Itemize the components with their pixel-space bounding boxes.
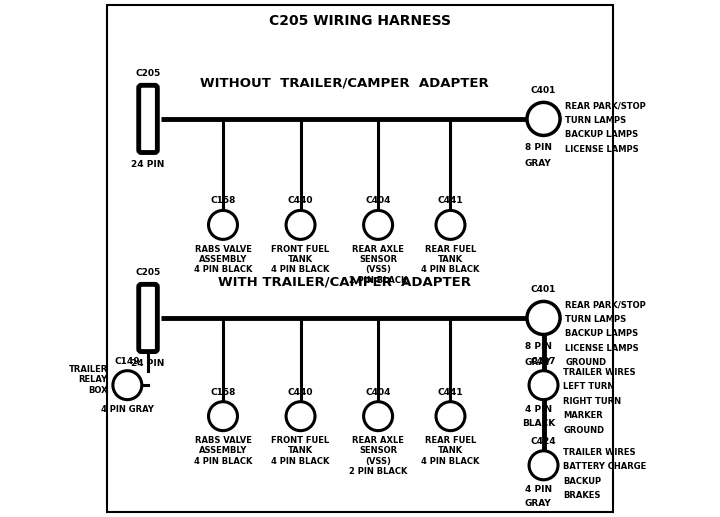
Text: TRAILER WIRES: TRAILER WIRES (563, 368, 636, 377)
Text: 8 PIN: 8 PIN (525, 143, 552, 152)
Text: REAR AXLE
SENSOR
(VSS)
2 PIN BLACK: REAR AXLE SENSOR (VSS) 2 PIN BLACK (349, 245, 408, 285)
Text: GROUND: GROUND (565, 358, 606, 368)
Circle shape (527, 301, 560, 334)
Text: TRAILER
RELAY
BOX: TRAILER RELAY BOX (68, 365, 108, 395)
Text: 8 PIN: 8 PIN (525, 342, 552, 351)
Text: C407: C407 (531, 357, 557, 366)
FancyBboxPatch shape (139, 85, 158, 153)
Text: BLACK: BLACK (522, 419, 555, 428)
Circle shape (529, 451, 558, 480)
Text: REAR FUEL
TANK
4 PIN BLACK: REAR FUEL TANK 4 PIN BLACK (421, 436, 480, 466)
Text: BATTERY CHARGE: BATTERY CHARGE (563, 462, 647, 472)
Text: C404: C404 (365, 388, 391, 397)
Circle shape (527, 102, 560, 135)
Text: MARKER: MARKER (563, 411, 603, 420)
Text: 24 PIN: 24 PIN (131, 359, 165, 368)
Text: RABS VALVE
ASSEMBLY
4 PIN BLACK: RABS VALVE ASSEMBLY 4 PIN BLACK (194, 436, 252, 466)
Circle shape (436, 402, 465, 431)
Text: 4 PIN GRAY: 4 PIN GRAY (101, 405, 154, 414)
Text: 24 PIN: 24 PIN (131, 160, 165, 169)
Text: C205: C205 (135, 268, 161, 277)
Text: FRONT FUEL
TANK
4 PIN BLACK: FRONT FUEL TANK 4 PIN BLACK (271, 436, 330, 466)
Text: 4 PIN: 4 PIN (525, 485, 552, 494)
Circle shape (364, 402, 392, 431)
Text: TRAILER WIRES: TRAILER WIRES (563, 448, 636, 457)
Text: C205 WIRING HARNESS: C205 WIRING HARNESS (269, 13, 451, 28)
Text: C441: C441 (438, 388, 463, 397)
Circle shape (364, 210, 392, 239)
Text: C158: C158 (210, 196, 235, 205)
Text: RIGHT TURN: RIGHT TURN (563, 397, 621, 406)
Text: REAR PARK/STOP: REAR PARK/STOP (565, 101, 646, 111)
Text: C440: C440 (288, 388, 313, 397)
Text: TURN LAMPS: TURN LAMPS (565, 315, 626, 324)
Text: BACKUP: BACKUP (563, 477, 601, 486)
Text: REAR AXLE
SENSOR
(VSS)
2 PIN BLACK: REAR AXLE SENSOR (VSS) 2 PIN BLACK (349, 436, 408, 476)
Text: WITHOUT  TRAILER/CAMPER  ADAPTER: WITHOUT TRAILER/CAMPER ADAPTER (200, 76, 489, 89)
Text: BACKUP LAMPS: BACKUP LAMPS (565, 329, 639, 339)
Text: LICENSE LAMPS: LICENSE LAMPS (565, 344, 639, 353)
Text: C401: C401 (531, 86, 557, 95)
Text: C205: C205 (135, 69, 161, 78)
Text: GROUND: GROUND (563, 425, 604, 435)
Text: BACKUP LAMPS: BACKUP LAMPS (565, 130, 639, 140)
Circle shape (286, 210, 315, 239)
Text: C149: C149 (114, 357, 140, 366)
Circle shape (436, 210, 465, 239)
Text: C404: C404 (365, 196, 391, 205)
Circle shape (209, 210, 238, 239)
Text: TURN LAMPS: TURN LAMPS (565, 116, 626, 125)
Text: LEFT TURN: LEFT TURN (563, 382, 615, 391)
Text: GRAY: GRAY (525, 358, 552, 367)
Text: GRAY: GRAY (525, 159, 552, 168)
Text: FRONT FUEL
TANK
4 PIN BLACK: FRONT FUEL TANK 4 PIN BLACK (271, 245, 330, 275)
Text: C440: C440 (288, 196, 313, 205)
Text: C424: C424 (531, 437, 557, 446)
FancyBboxPatch shape (139, 284, 158, 352)
Text: C401: C401 (531, 285, 557, 294)
Circle shape (209, 402, 238, 431)
Circle shape (286, 402, 315, 431)
Text: LICENSE LAMPS: LICENSE LAMPS (565, 145, 639, 154)
Text: C441: C441 (438, 196, 463, 205)
Text: 4 PIN: 4 PIN (525, 405, 552, 414)
Text: GRAY: GRAY (525, 499, 552, 508)
Text: RABS VALVE
ASSEMBLY
4 PIN BLACK: RABS VALVE ASSEMBLY 4 PIN BLACK (194, 245, 252, 275)
Text: C158: C158 (210, 388, 235, 397)
Text: REAR FUEL
TANK
4 PIN BLACK: REAR FUEL TANK 4 PIN BLACK (421, 245, 480, 275)
Text: BRAKES: BRAKES (563, 491, 600, 500)
Circle shape (113, 371, 142, 400)
Text: REAR PARK/STOP: REAR PARK/STOP (565, 300, 646, 310)
Text: WITH TRAILER/CAMPER  ADAPTER: WITH TRAILER/CAMPER ADAPTER (218, 275, 471, 288)
Circle shape (529, 371, 558, 400)
